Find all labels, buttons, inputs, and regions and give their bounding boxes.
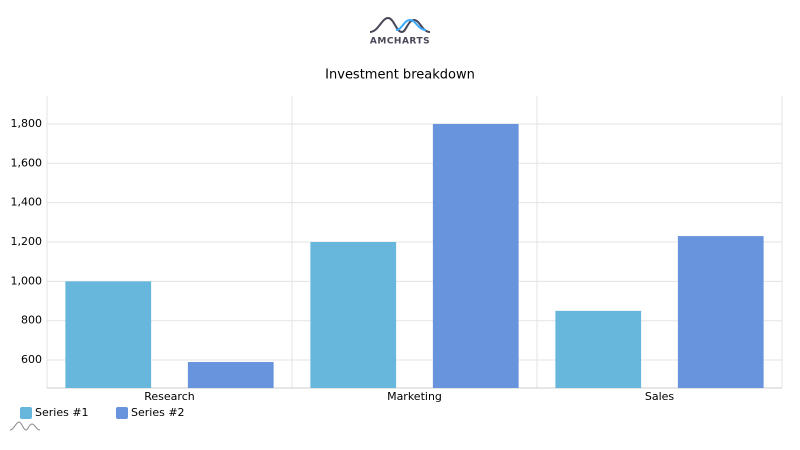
legend-label[interactable]: Series #1 (35, 406, 89, 419)
y-tick-label: 600 (21, 353, 42, 366)
y-tick-label: 1,000 (11, 274, 43, 287)
chart-title: Investment breakdown (325, 68, 475, 83)
legend-label[interactable]: Series #2 (131, 406, 185, 419)
bar (555, 310, 642, 388)
x-tick-label: Sales (645, 390, 675, 403)
y-tick-label: 1,200 (11, 235, 43, 248)
x-tick-label: Marketing (387, 390, 442, 403)
logo-wave (395, 18, 427, 31)
legend-swatch[interactable] (116, 407, 128, 419)
bar (677, 236, 764, 388)
y-tick-label: 800 (21, 314, 42, 327)
bar (432, 123, 519, 388)
y-tick-label: 1,600 (11, 156, 43, 169)
bar (310, 242, 397, 388)
y-tick-label: 1,400 (11, 196, 43, 209)
x-tick-label: Research (144, 390, 194, 403)
logo: AMCHARTS (369, 16, 431, 47)
watermark (9, 421, 41, 431)
logo-text: AMCHARTS (370, 37, 430, 47)
logo-wave (369, 16, 431, 34)
legend-swatch[interactable] (20, 407, 32, 419)
y-tick-label: 1,800 (11, 117, 43, 130)
bar (65, 281, 152, 388)
bar (187, 362, 274, 388)
